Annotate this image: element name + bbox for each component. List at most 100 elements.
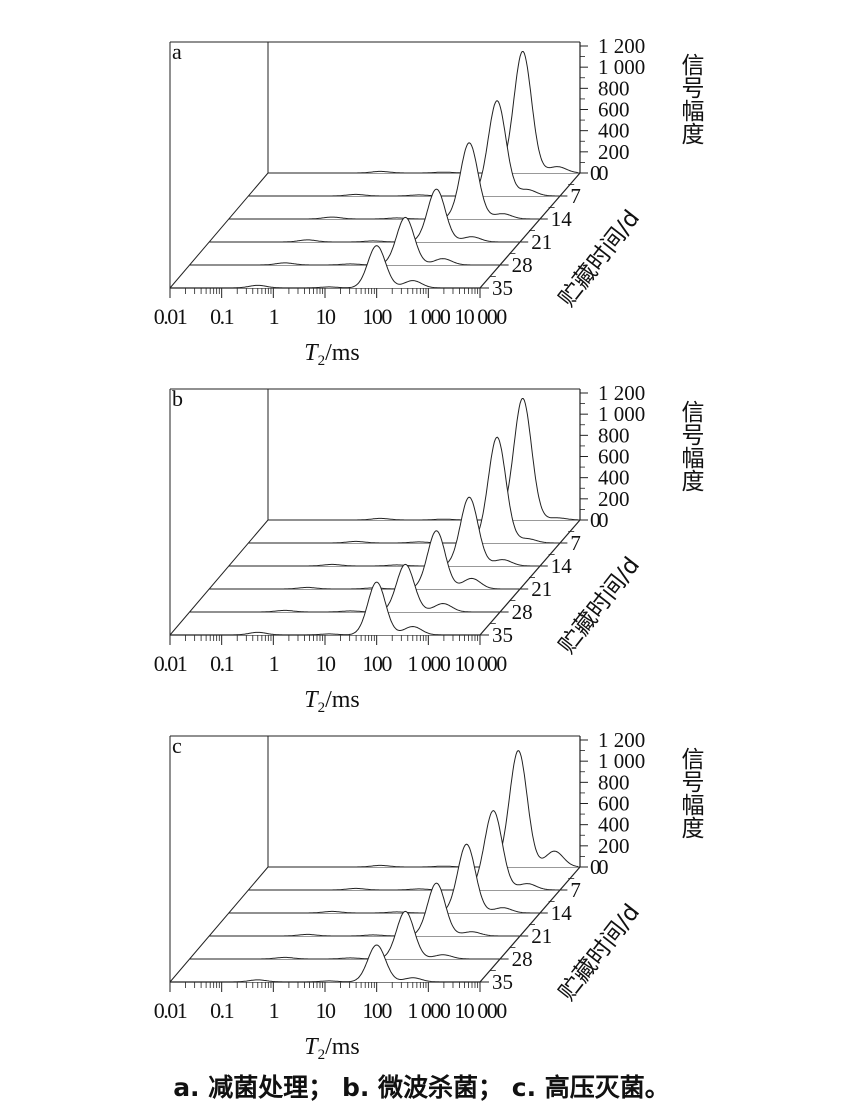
floor-left-edge	[169, 866, 269, 983]
series-fill	[228, 844, 539, 913]
z-tick-label: 400	[598, 813, 630, 837]
z-tick-label: 800	[598, 423, 630, 447]
z-tick-label: 1 000	[598, 55, 645, 79]
x-tick-label: 10 000	[454, 304, 507, 329]
x-axis-label: T2/ms	[304, 340, 360, 369]
x-axis-label-subscript: 2	[318, 700, 326, 716]
series-fill	[209, 883, 520, 936]
series-line-day-0	[268, 750, 579, 868]
x-axis-label-subscript: 2	[318, 353, 326, 369]
x-axis-label: T2/ms	[304, 1034, 360, 1063]
y-tick-label: 14	[551, 554, 573, 578]
series-fill	[228, 142, 539, 219]
z-tick-label: 0	[598, 161, 609, 185]
series-line-day-14	[228, 142, 539, 220]
x-tick-label: 0.1	[210, 304, 234, 329]
y-tick-label: 0	[590, 508, 601, 532]
x-axis-label-unit: /ms	[325, 1034, 360, 1060]
panel-label: c	[172, 733, 182, 758]
z-tick-label: 0	[598, 855, 609, 879]
y-tick-label: 0	[590, 161, 601, 185]
series-line-day-35	[170, 944, 480, 983]
x-axis-label-subscript: 2	[318, 1047, 326, 1063]
x-tick-label: 0.01	[154, 304, 187, 329]
series-line-day-7	[248, 810, 559, 891]
x-tick-label: 100	[362, 304, 392, 329]
y-tick-label: 28	[512, 947, 533, 971]
x-tick-label: 0.1	[210, 998, 234, 1023]
series-fill	[248, 810, 559, 890]
series-fill	[248, 437, 559, 543]
x-axis-label-symbol: T	[304, 340, 319, 366]
x-tick-label: 10 000	[454, 651, 507, 676]
figure-caption: a. 减菌处理； b. 微波杀菌； c. 高压灭菌。	[173, 1073, 670, 1102]
y-tick-label: 21	[531, 577, 552, 601]
y-tick-label: 21	[531, 230, 552, 254]
z-tick-label: 400	[598, 466, 630, 490]
z-tick-label: 600	[598, 98, 630, 122]
floor-left-edge	[169, 172, 269, 289]
y-tick-label: 28	[512, 600, 533, 624]
series-line-day-21	[209, 188, 520, 243]
series-fill	[268, 750, 578, 867]
x-axis-label: T2/ms	[304, 687, 360, 716]
x-axis-label-unit: /ms	[325, 687, 360, 713]
series-fill	[228, 497, 539, 566]
series-line-day-28	[189, 563, 500, 613]
panel-label: a	[172, 39, 182, 64]
floor-left-edge	[169, 519, 269, 636]
y-tick-label: 7	[570, 184, 581, 208]
y-tick-label: 7	[570, 531, 581, 555]
panel-b: b0.01 0.1 1 10 100 1 000 10 000T2/ms0200400600…	[154, 381, 705, 716]
z-tick-label: 0	[598, 508, 609, 532]
z-tick-label: 1 200	[598, 381, 645, 405]
series-line-day-28	[189, 910, 500, 960]
y-tick-label: 7	[570, 878, 581, 902]
series-line-day-7	[248, 100, 559, 197]
series-fill	[170, 245, 480, 288]
z-tick-label: 1 000	[598, 749, 645, 773]
z-tick-label: 1 000	[598, 402, 645, 426]
z-tick-label: 600	[598, 792, 630, 816]
z-tick-label: 200	[598, 834, 630, 858]
y-tick-label: 14	[551, 901, 573, 925]
x-axis-label-symbol: T	[304, 687, 319, 713]
series-line-day-35	[170, 245, 480, 289]
z-axis-label: 信号幅度	[677, 747, 705, 839]
series-line-day-0	[268, 51, 579, 174]
z-tick-label: 200	[598, 140, 630, 164]
x-tick-label: 10	[316, 304, 337, 329]
panel-label: b	[172, 386, 183, 411]
x-tick-label: 0.01	[154, 998, 187, 1023]
series-fill	[268, 51, 578, 173]
x-tick-label: 1 000	[407, 304, 451, 329]
y-tick-label: 28	[512, 253, 533, 277]
y-tick-label: 35	[492, 623, 513, 647]
series-fill	[170, 945, 480, 982]
x-tick-label: 1 000	[407, 651, 451, 676]
series-line-day-28	[189, 216, 500, 266]
series-fill	[209, 530, 520, 589]
x-tick-label: 10	[316, 651, 337, 676]
x-tick-label: 100	[362, 651, 392, 676]
x-tick-label: 1 000	[407, 998, 451, 1023]
series-line-day-0	[268, 398, 579, 521]
x-tick-label: 100	[362, 998, 392, 1023]
panel-a: a0.01 0.1 1 10 100 1 000 10 000T2/ms0200400600…	[154, 34, 705, 369]
y-tick-label: 21	[531, 924, 552, 948]
series-line-day-21	[209, 530, 520, 590]
x-tick-label: 1	[269, 998, 279, 1023]
z-tick-label: 800	[598, 76, 630, 100]
z-axis-label: 信号幅度	[677, 400, 705, 492]
y-tick-label: 35	[492, 276, 513, 300]
x-tick-label: 10 000	[454, 998, 507, 1023]
series-fill	[268, 398, 578, 520]
z-tick-label: 400	[598, 119, 630, 143]
y-tick-label: 14	[551, 207, 573, 231]
x-tick-label: 10	[316, 998, 337, 1023]
series-line-day-35	[170, 581, 480, 636]
z-tick-label: 1 200	[598, 34, 645, 58]
z-tick-label: 1 200	[598, 728, 645, 752]
x-tick-label: 0.1	[210, 651, 234, 676]
x-axis-label-unit: /ms	[325, 340, 360, 366]
